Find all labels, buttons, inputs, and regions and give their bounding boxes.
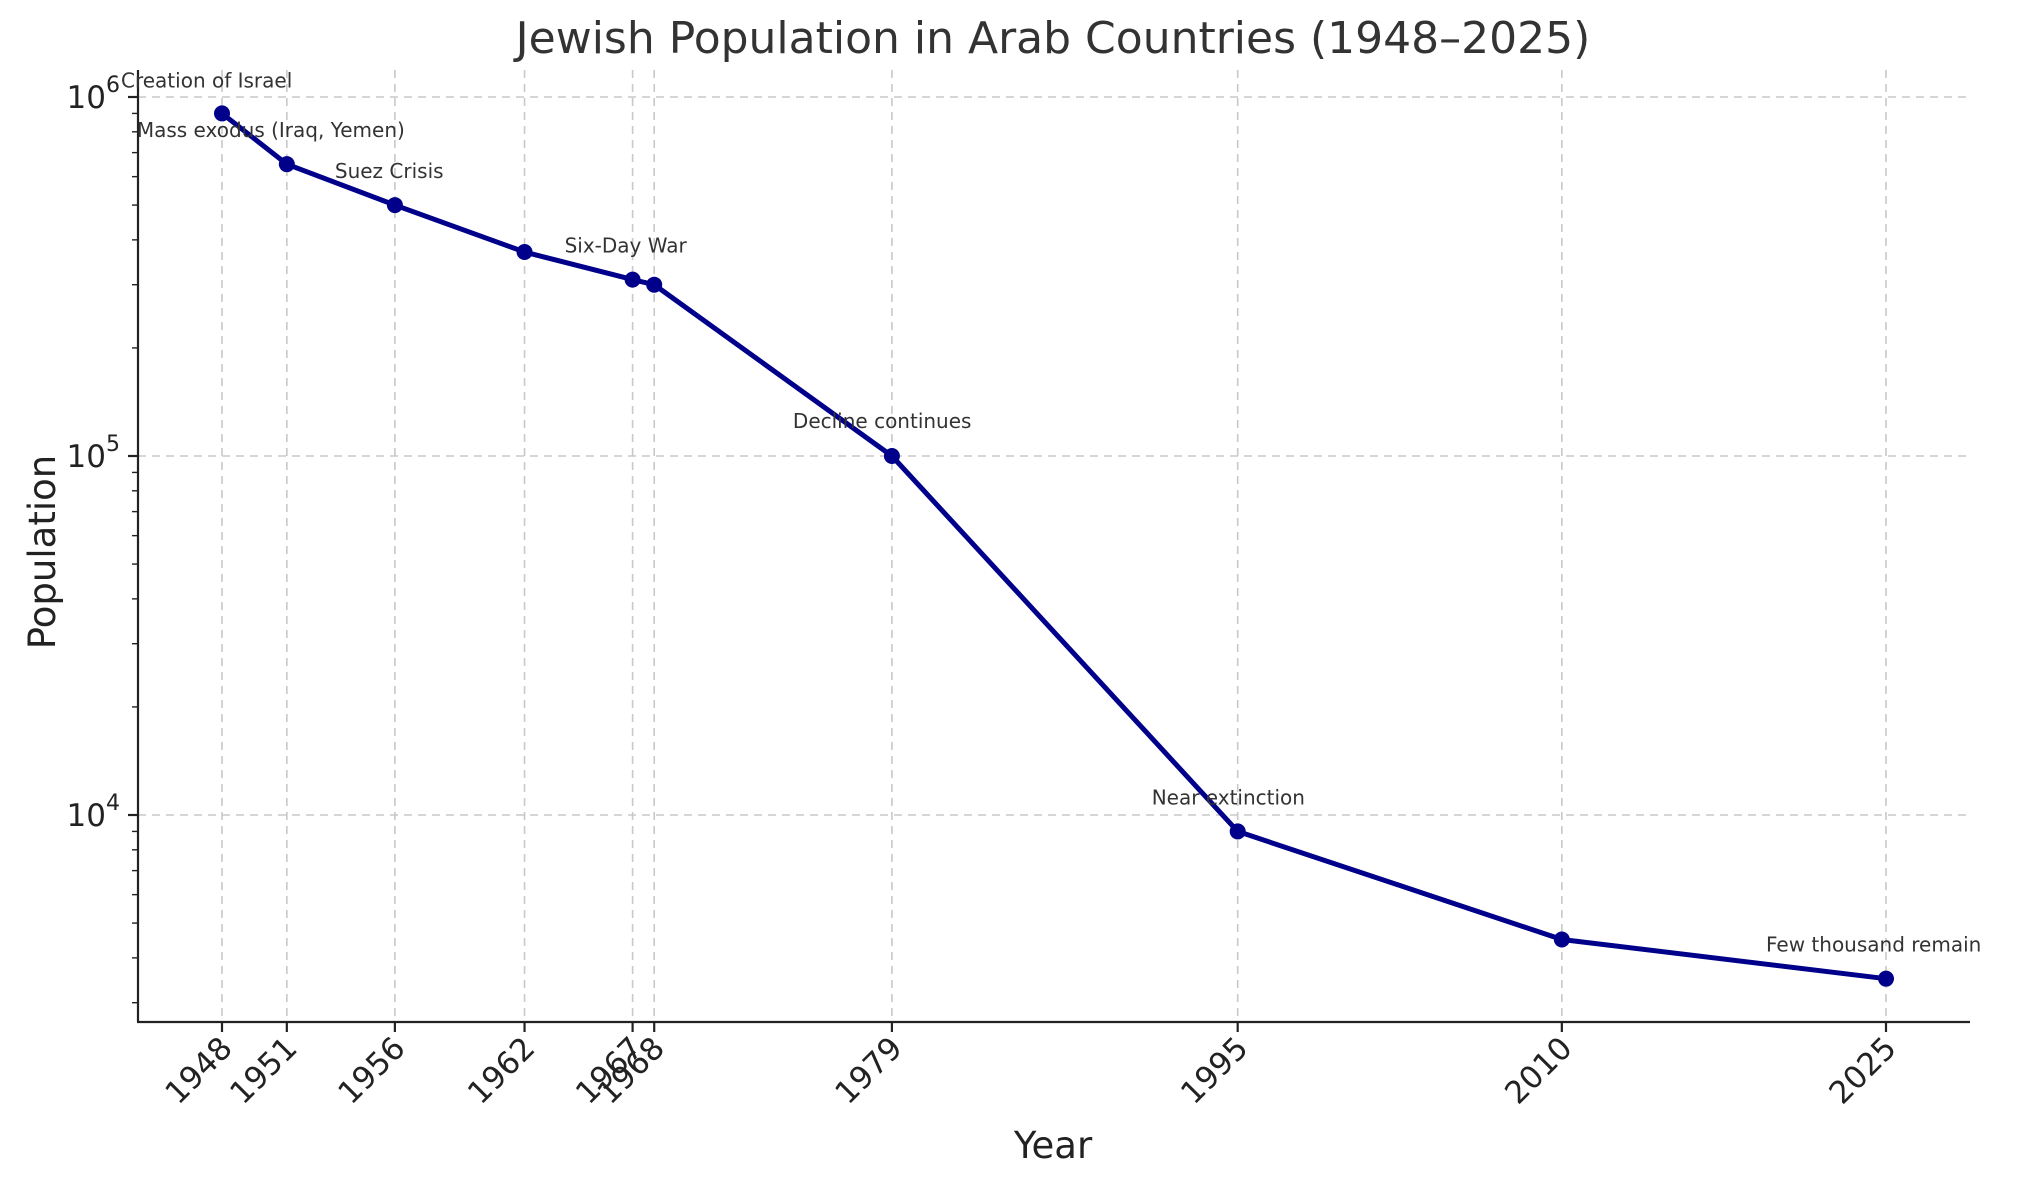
annotations: Creation of Israel Mass exodus (Iraq, Yem… [121,68,1981,956]
series-line [219,110,1889,982]
annotation-label: Decline continues [793,409,972,433]
y-tick-label: 104 [67,791,120,834]
data-point [883,448,900,464]
x-tick-label: 1948 [158,1030,239,1111]
data-point [646,276,663,293]
annotation-label: Six-Day War [565,234,688,258]
annotation-label: Mass exodus (Iraq, Yemen) [137,118,405,142]
data-point [624,271,641,288]
data-point [214,105,230,122]
annotation-label: Near extinction [1152,785,1305,809]
data-point [386,197,403,214]
annotation-label: Creation of Israel [121,68,292,92]
data-point [1229,823,1246,840]
x-tick-label: 2025 [1822,1030,1903,1111]
data-point [516,244,533,261]
data-point [1553,931,1570,948]
y-tick-label: 106 [67,73,120,116]
series-layer [214,105,1894,987]
x-axis-label: Year [1013,1124,1093,1167]
x-tick-label: 1951 [223,1030,304,1111]
axes [136,70,1970,1024]
chart-title: Jewish Population in Arab Countries (194… [513,13,1591,64]
x-tick-label: 1956 [331,1030,412,1111]
data-point [1878,970,1894,987]
x-tick-label: 2010 [1498,1030,1579,1111]
annotation-label: Few thousand remain [1766,933,1981,957]
data-point [278,156,295,173]
annotation-label: Suez Crisis [335,159,444,183]
grid [138,70,1970,1022]
y-axis-label: Population [21,455,64,649]
y-tick-label: 105 [67,432,120,475]
x-tick-label: 1995 [1174,1030,1255,1111]
x-tick-label: 1979 [828,1030,909,1111]
x-tick-label: 1962 [461,1030,542,1111]
